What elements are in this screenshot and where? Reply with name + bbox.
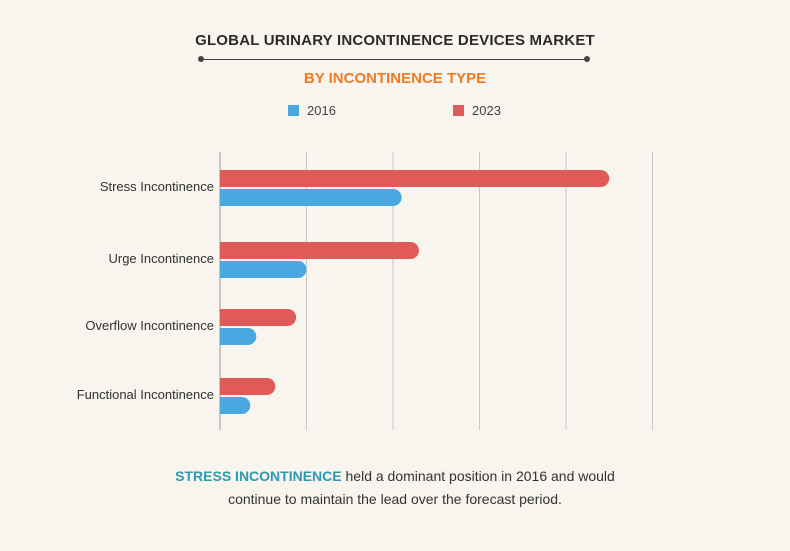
- bar-2016-stress-incontinence: [220, 189, 402, 206]
- bar-2016-functional-incontinence: [220, 397, 251, 414]
- bar-2023-urge-incontinence: [220, 242, 419, 259]
- legend-label-2016: 2016: [307, 103, 336, 118]
- legend-label-2023: 2023: [472, 103, 501, 118]
- legend-swatch-2023: [453, 105, 464, 116]
- chart-subtitle: BY INCONTINENCE TYPE: [303, 70, 487, 87]
- category-label: Urge Incontinence: [108, 251, 214, 266]
- category-label: Stress Incontinence: [100, 179, 214, 194]
- bar-2023-stress-incontinence: [220, 170, 610, 187]
- bar-2016-overflow-incontinence: [220, 328, 257, 345]
- legend-item-2023: 2023: [453, 103, 501, 118]
- footnote-line1: held a dominant position in 2016 and wou…: [341, 468, 615, 484]
- bar-2023-functional-incontinence: [220, 378, 276, 395]
- legend-swatch-2016: [288, 105, 299, 116]
- chart-footnote: STRESS INCONTINENCE held a dominant posi…: [0, 465, 790, 511]
- category-label: Functional Incontinence: [77, 387, 214, 402]
- footnote-highlight: STRESS INCONTINENCE: [175, 468, 342, 484]
- bar-2016-urge-incontinence: [220, 261, 307, 278]
- bar-2023-overflow-incontinence: [220, 309, 297, 326]
- legend-item-2016: 2016: [288, 103, 336, 118]
- category-label: Overflow Incontinence: [85, 318, 214, 333]
- title-divider: [201, 59, 587, 60]
- footnote-line2: continue to maintain the lead over the f…: [228, 491, 562, 507]
- title-rule-right-dot: [584, 56, 590, 62]
- chart-title: GLOBAL URINARY INCONTINENCE DEVICES MARK…: [195, 32, 595, 49]
